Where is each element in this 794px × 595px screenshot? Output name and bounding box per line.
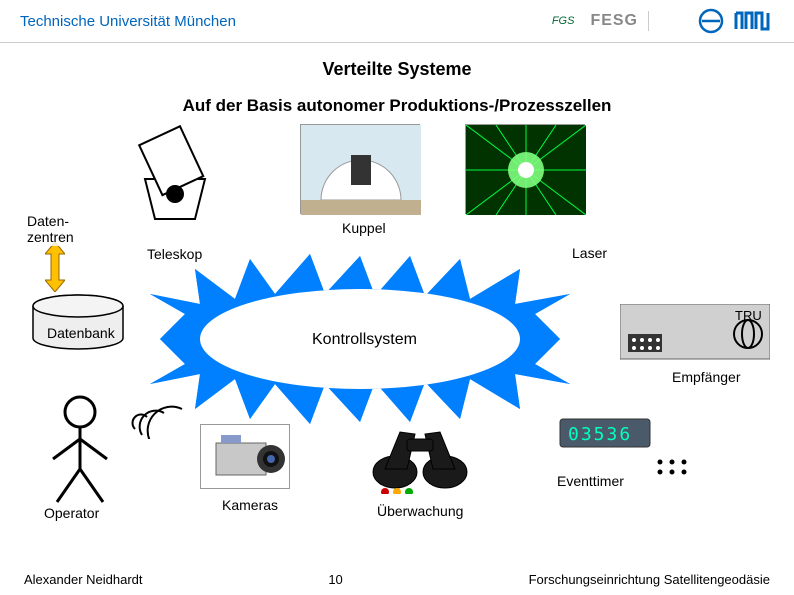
waves-icon	[130, 399, 190, 439]
kontrollsystem-label: Kontrollsystem	[310, 330, 419, 350]
fesg-logo: FESG	[590, 12, 638, 30]
datenbank-label: Datenbank	[45, 324, 117, 342]
teleskop-label: Teleskop	[145, 245, 204, 263]
kuppel-label: Kuppel	[340, 219, 388, 237]
university-name: Technische Universität München	[20, 13, 236, 30]
datenzentren-label: Daten- zentren	[25, 212, 76, 246]
ueberwachung-label: Überwachung	[375, 502, 465, 520]
telescope-icon	[120, 124, 230, 234]
laser-label: Laser	[570, 244, 609, 262]
tum-logo	[734, 11, 774, 31]
empfaenger-label: Empfänger	[670, 368, 742, 386]
footer-org: Forschungseinrichtung Satellitengeodäsie	[529, 572, 770, 587]
kameras-label: Kameras	[220, 496, 280, 514]
logo-group: FGS FESG	[546, 8, 774, 34]
binoculars-icon	[365, 424, 475, 494]
svg-text:03536: 03536	[568, 424, 632, 445]
page-subtitle: Auf der Basis autonomer Produktions-/Pro…	[0, 96, 794, 116]
eventtimer-label: Eventtimer	[555, 472, 626, 490]
footer-author: Alexander Neidhardt	[24, 572, 143, 587]
circle-icon	[698, 8, 724, 34]
person-icon	[45, 394, 115, 504]
operator-label: Operator	[42, 504, 101, 522]
arrow-icon	[45, 242, 65, 292]
footer-page: 10	[328, 572, 342, 587]
receiver-icon: TRU	[620, 304, 770, 362]
laser-image	[465, 124, 585, 214]
footer: Alexander Neidhardt 10 Forschungseinrich…	[0, 572, 794, 587]
partner-logo	[648, 11, 688, 31]
fgs-logo: FGS	[546, 13, 581, 29]
dome-image	[300, 124, 420, 214]
diagram-area: Kontrollsystem Teleskop Daten- zentren D…	[0, 124, 794, 544]
page-title: Verteilte Systeme	[20, 53, 774, 86]
camera-image	[200, 424, 290, 489]
